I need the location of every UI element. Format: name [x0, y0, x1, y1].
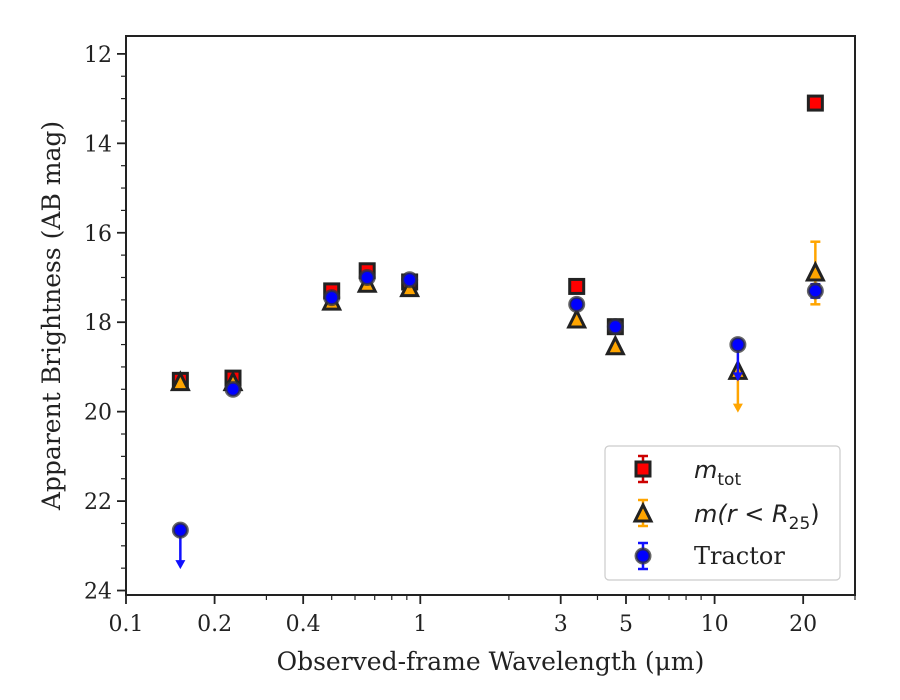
y-tick-label: 24 — [84, 580, 112, 605]
data-point — [401, 271, 419, 289]
legend: mtot m(r < R25) Tractor — [604, 445, 841, 581]
y-tick-label: 22 — [84, 490, 112, 515]
legend-label-subscript: 25 — [789, 514, 811, 534]
x-tick-label: 20 — [789, 612, 817, 637]
data-point — [806, 282, 824, 300]
upper-limit-arrowhead — [732, 403, 743, 413]
y-axis: 12 14 16 18 20 22 24 — [84, 43, 126, 605]
data-point — [568, 277, 586, 295]
y-tick-label: 18 — [84, 311, 112, 336]
data-point — [171, 521, 189, 539]
series-m-tot — [171, 94, 824, 389]
data-point — [729, 336, 747, 354]
y-tick-label: 14 — [84, 132, 112, 157]
legend-label: m(r < R25) — [694, 500, 820, 534]
x-tick-label: 10 — [701, 612, 729, 637]
series-m-r-r25- — [169, 240, 826, 413]
x-tick-label: 0.4 — [286, 612, 321, 637]
data-point — [224, 380, 242, 398]
legend-marker — [632, 501, 654, 523]
legend-label: mtot — [694, 456, 741, 490]
legend-label-subscript: tot — [717, 470, 741, 490]
upper-limit-arrowhead — [732, 372, 743, 382]
x-axis: 0.1 0.2 0.4 1 3 5 10 20 — [109, 595, 856, 637]
y-tick-label: 20 — [84, 401, 112, 426]
data-point — [806, 94, 824, 112]
x-axis-title: Observed-frame Wavelength (μm) — [277, 647, 705, 676]
upper-limit-arrowhead — [175, 560, 186, 570]
x-tick-label: 0.2 — [197, 612, 232, 637]
legend-label-main: m(r < R — [694, 500, 789, 528]
legend-label: Tractor — [694, 542, 785, 570]
data-point — [358, 268, 376, 286]
x-tick-label: 0.1 — [109, 612, 144, 637]
legend-marker — [634, 547, 652, 565]
legend-label-main: m — [694, 456, 717, 484]
legend-marker — [634, 460, 652, 478]
y-tick-label: 12 — [84, 43, 112, 68]
x-tick-label: 1 — [413, 612, 427, 637]
data-point — [568, 295, 586, 313]
data-point — [604, 334, 626, 356]
x-tick-label: 3 — [554, 612, 568, 637]
series-tractor — [171, 268, 824, 570]
legend-label-close: ) — [810, 500, 819, 528]
data-point — [566, 307, 588, 329]
y-tick-label: 16 — [84, 222, 112, 247]
data-point — [606, 318, 624, 336]
y-axis-title: Apparent Brightness (AB mag) — [37, 121, 66, 511]
data-point — [169, 370, 191, 392]
legend-box — [604, 445, 841, 581]
data-point — [323, 289, 341, 307]
plot-frame — [125, 35, 856, 596]
data-point — [804, 260, 826, 282]
x-tick-label: 5 — [619, 612, 633, 637]
